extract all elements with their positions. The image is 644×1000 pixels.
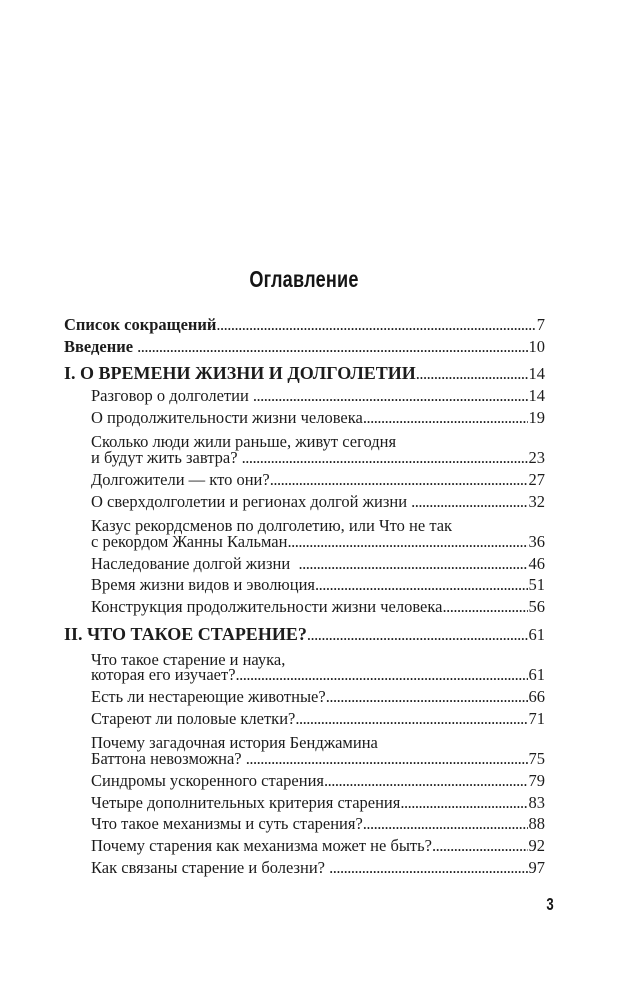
toc-entry-1: Введение 10 bbox=[64, 336, 546, 356]
dot-leader bbox=[400, 795, 527, 811]
toc-entry-page: 92 bbox=[528, 835, 546, 855]
dot-leader bbox=[287, 534, 527, 550]
toc-entry-page: 14 bbox=[528, 386, 546, 406]
toc-entry-page: 10 bbox=[528, 336, 546, 356]
dot-leader bbox=[242, 450, 528, 466]
toc-entry-text: Казус рекордсменов по долголетию, или Чт… bbox=[91, 516, 453, 536]
toc-entry-14: Есть ли нестареющие животные? 66 bbox=[64, 687, 546, 707]
toc-entry-12: II. ЧТО ТАКОЕ СТАРЕНИЕ? 61 bbox=[64, 623, 546, 644]
toc-entry-page: 75 bbox=[528, 749, 546, 769]
toc-entry-page: 27 bbox=[528, 469, 546, 489]
toc-entry-page: 32 bbox=[528, 491, 546, 511]
toc-entry-text: Что такое старение и наука, bbox=[91, 649, 286, 669]
toc-entry-5: Сколько люди жили раньше, живут сегодня … bbox=[64, 434, 545, 466]
toc-entry-18: Четыре дополнительных критерия старения … bbox=[64, 792, 546, 812]
toc-entry-text: Что такое механизмы и суть старения? bbox=[91, 814, 363, 834]
dot-leader bbox=[253, 388, 528, 404]
toc-entry-16: Почему загадочная история Бенджамина Бат… bbox=[64, 735, 545, 767]
toc-entry-page: 88 bbox=[528, 814, 546, 834]
toc-entry-page: 61 bbox=[528, 624, 546, 644]
toc-entry-text: Стареют ли половые клетки? bbox=[91, 708, 296, 728]
toc-entry-text: О продолжительности жизни человека bbox=[91, 407, 363, 427]
toc-entry-page: 19 bbox=[528, 407, 546, 427]
toc-entry-text: Конструкция продолжительности жизни чело… bbox=[91, 597, 443, 617]
toc-entry-page: 23 bbox=[528, 448, 546, 468]
toc-entry-text: и будут жить завтра? bbox=[91, 448, 242, 468]
toc-entry-20: Почему старения как механизма может не б… bbox=[64, 835, 546, 855]
toc-entry-text: которая его изучает? bbox=[91, 665, 236, 685]
toc-entry-page: 71 bbox=[528, 708, 546, 728]
toc-entry-page: 51 bbox=[528, 575, 546, 595]
toc-entry-17: Синдромы ускоренного старения 79 bbox=[64, 770, 546, 790]
dot-leader bbox=[298, 556, 527, 572]
toc-entry-page: 97 bbox=[528, 857, 546, 877]
dot-leader bbox=[326, 689, 528, 705]
dot-leader bbox=[416, 366, 528, 382]
toc-entry-page: 61 bbox=[528, 665, 546, 685]
dot-leader bbox=[442, 599, 527, 615]
toc-entry-page: 7 bbox=[536, 315, 545, 334]
toc-entry-7: О сверхдолголетии и регионах долгой жизн… bbox=[64, 491, 546, 511]
toc-entry-text: Есть ли нестареющие животные? bbox=[91, 687, 326, 707]
toc-entry-text: Как связаны старение и болезни? bbox=[91, 857, 330, 877]
toc-entry-text: Сколько люди жили раньше, живут сегодня bbox=[91, 432, 397, 452]
toc-entry-text: II. ЧТО ТАКОЕ СТАРЕНИЕ? bbox=[64, 623, 307, 644]
dot-leader bbox=[363, 816, 528, 832]
dot-leader bbox=[432, 838, 528, 854]
toc-entry-text: Почему загадочная история Бенджамина bbox=[91, 733, 378, 753]
toc-entry-text: Баттона невозможна? bbox=[91, 749, 246, 769]
toc-entry-text: Синдромы ускоренного старения bbox=[91, 770, 324, 790]
page-title: Оглавление bbox=[249, 266, 360, 292]
dot-leader bbox=[270, 472, 528, 488]
dot-leader bbox=[411, 494, 527, 510]
dot-leader bbox=[315, 577, 527, 593]
dot-leader bbox=[236, 667, 528, 683]
toc-entry-6: Долгожители — кто они? 27 bbox=[64, 469, 546, 489]
dot-leader bbox=[295, 711, 527, 727]
toc-entry-text: Разговор о долголетии bbox=[91, 386, 253, 406]
toc-entry-text: Время жизни видов и эволюция bbox=[91, 575, 316, 595]
toc-entry-2: I. О ВРЕМЕНИ ЖИЗНИ И ДОЛГОЛЕТИИ 14 bbox=[64, 363, 546, 384]
toc-entry-page: 14 bbox=[528, 364, 546, 384]
toc-entry-text: Список сокращений bbox=[64, 315, 217, 334]
page-title-wrap: Оглавление bbox=[64, 267, 545, 291]
toc-entry-text: Наследование долгой жизни bbox=[91, 553, 299, 573]
toc-entry-19: Что такое механизмы и суть старения? 88 bbox=[64, 816, 545, 832]
dot-leader bbox=[137, 339, 527, 355]
toc-entry-text: I. О ВРЕМЕНИ ЖИЗНИ И ДОЛГОЛЕТИИ bbox=[64, 363, 416, 384]
toc-entry-text: Почему старения как механизма может не б… bbox=[91, 835, 432, 855]
toc-entry-text: О сверхдолголетии и регионах долгой жизн… bbox=[91, 491, 412, 511]
toc-entry-page: 46 bbox=[528, 553, 546, 573]
toc-page: Оглавление Список сокращений 7 Введение … bbox=[64, 267, 545, 875]
toc-entry-text: Введение bbox=[64, 336, 138, 356]
toc-entry-3: Разговор о долголетии 14 bbox=[64, 386, 546, 406]
toc-list: Список сокращений 7 Введение 10 I. О ВРЕ… bbox=[64, 315, 546, 877]
folio-page-number: 3 bbox=[546, 894, 554, 914]
dot-leader bbox=[307, 627, 528, 643]
toc-entry-text: с рекордом Жанны Кальман bbox=[91, 532, 288, 552]
toc-entry-15: Стареют ли половые клетки? 71 bbox=[64, 708, 546, 728]
toc-entry-11: Конструкция продолжительности жизни чело… bbox=[64, 599, 545, 615]
toc-entry-4: О продолжительности жизни человека 19 bbox=[64, 407, 546, 427]
toc-entry-page: 79 bbox=[528, 770, 546, 790]
toc-entry-10: Время жизни видов и эволюция 51 bbox=[64, 577, 545, 593]
toc-entry-text: Четыре дополнительных критерия старения bbox=[91, 792, 401, 812]
toc-entry-13: Что такое старение и наука, которая его … bbox=[64, 649, 546, 685]
toc-entry-9: Наследование долгой жизни 46 bbox=[64, 553, 546, 573]
dot-leader bbox=[363, 410, 528, 426]
toc-entry-page: 36 bbox=[528, 532, 546, 552]
dot-leader bbox=[329, 860, 527, 876]
toc-entry-8: Казус рекордсменов по долголетию, или Чт… bbox=[64, 518, 545, 550]
toc-entry-21: Как связаны старение и болезни? 97 bbox=[64, 857, 546, 877]
dot-leader bbox=[216, 317, 535, 333]
dot-leader bbox=[246, 751, 528, 767]
toc-entry-text: Долгожители — кто они? bbox=[91, 469, 270, 489]
toc-entry-page: 83 bbox=[528, 792, 546, 812]
toc-entry-page: 56 bbox=[528, 597, 546, 617]
toc-entry-page: 66 bbox=[528, 687, 546, 707]
toc-entry-0: Список сокращений 7 bbox=[64, 315, 545, 334]
dot-leader bbox=[324, 773, 528, 789]
